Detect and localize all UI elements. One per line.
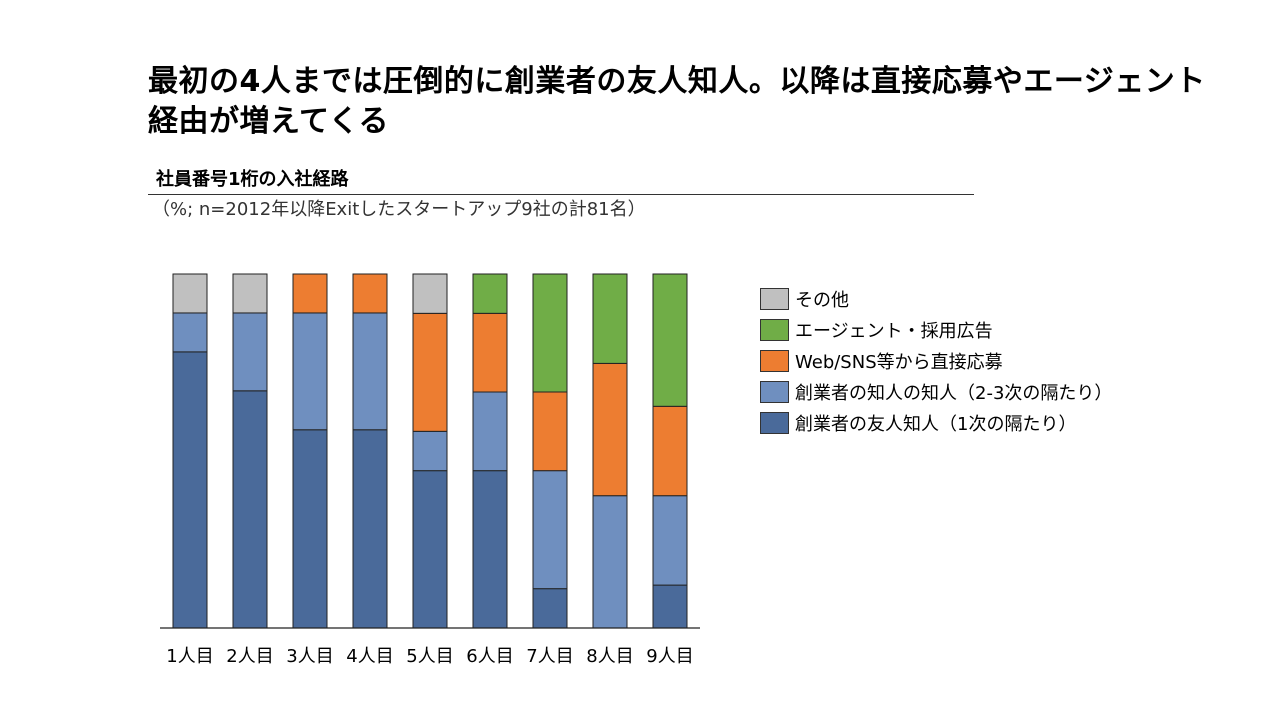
x-tick-label: 1人目	[166, 646, 213, 667]
x-tick-label: 5人目	[406, 646, 453, 667]
subtitle-divider	[148, 194, 974, 195]
legend-item: その他	[760, 283, 1112, 314]
legend-label: Web/SNS等から直接応募	[795, 351, 1003, 373]
bar-segment	[472, 312, 508, 393]
legend-item: エージェント・採用広告	[760, 314, 1112, 345]
chart-note: （%; n=2012年以降Exitしたスタートアップ9社の計81名）	[152, 199, 646, 220]
x-tick-label: 8人目	[586, 646, 633, 667]
bar-segment	[412, 273, 448, 314]
bar-segment	[532, 588, 568, 629]
bar-segment	[172, 351, 208, 629]
x-tick-label: 3人目	[286, 646, 333, 667]
bar-segment	[652, 273, 688, 407]
bar-segment	[472, 391, 508, 472]
bar-segment	[412, 430, 448, 472]
bar-segment	[172, 312, 208, 353]
bar-segment	[352, 273, 388, 314]
legend-item: 創業者の知人の知人（2-3次の隔たり）	[760, 376, 1112, 407]
x-tick-label: 7人目	[526, 646, 573, 667]
bar-segment	[532, 273, 568, 393]
bar-segment	[292, 429, 328, 629]
bar-segment	[532, 470, 568, 590]
legend-label: その他	[795, 289, 849, 311]
bar-segment	[472, 470, 508, 629]
bar-segment	[292, 312, 328, 431]
legend-label: 創業者の知人の知人（2-3次の隔たり）	[795, 382, 1113, 404]
bar-segment	[412, 312, 448, 432]
x-tick-label: 6人目	[466, 646, 513, 667]
x-tick-label: 2人目	[226, 646, 273, 667]
legend-label: 創業者の友人知人（1次の隔たり）	[795, 413, 1077, 435]
bar-segment	[352, 312, 388, 431]
bar-segment	[652, 405, 688, 497]
bar-segment	[292, 273, 328, 314]
bar-segment	[592, 362, 628, 497]
legend-swatch	[760, 411, 789, 434]
bar-segment	[232, 273, 268, 314]
x-tick-label: 4人目	[346, 646, 393, 667]
x-tick-label: 9人目	[646, 646, 693, 667]
bar-segment	[352, 429, 388, 629]
bar-segment	[172, 273, 208, 314]
legend-swatch	[760, 287, 789, 310]
slide-title: 最初の4人までは圧倒的に創業者の友人知人。以降は直接応募やエージェント経由が増え…	[148, 64, 1206, 139]
legend-swatch	[760, 318, 789, 341]
chart-subtitle: 社員番号1桁の入社経路	[156, 169, 349, 190]
legend-label: エージェント・採用広告	[795, 320, 993, 342]
chart-legend: その他エージェント・採用広告 Web/SNS等から直接応募創業者の知人の知人（2-…	[760, 283, 1112, 438]
bar-segment	[592, 273, 628, 364]
bar-segment	[532, 391, 568, 472]
bar-segment	[652, 495, 688, 586]
bar-segment	[232, 390, 268, 629]
legend-swatch	[760, 380, 789, 403]
bar-segment	[472, 273, 508, 314]
bar-segment	[592, 495, 628, 629]
bar-segment	[652, 584, 688, 629]
legend-item: 創業者の友人知人（1次の隔たり）	[760, 407, 1112, 438]
bar-segment	[232, 312, 268, 392]
legend-swatch	[760, 349, 789, 372]
bar-segment	[412, 470, 448, 629]
legend-item: Web/SNS等から直接応募	[760, 345, 1112, 376]
